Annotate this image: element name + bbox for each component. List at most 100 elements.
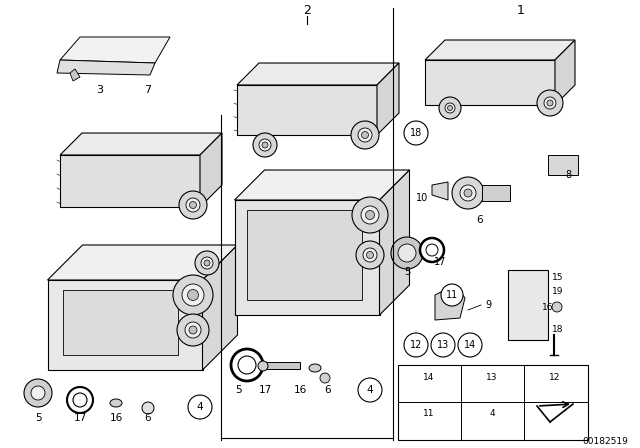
- Circle shape: [358, 378, 382, 402]
- Text: 17: 17: [434, 257, 446, 267]
- Circle shape: [552, 302, 562, 312]
- Bar: [398, 365, 588, 440]
- Text: 7: 7: [145, 85, 152, 95]
- Circle shape: [445, 103, 455, 113]
- Circle shape: [356, 241, 384, 269]
- Circle shape: [189, 326, 197, 334]
- Circle shape: [404, 333, 428, 357]
- Circle shape: [238, 356, 256, 374]
- Circle shape: [24, 379, 52, 407]
- Circle shape: [188, 289, 198, 301]
- Text: 17: 17: [259, 385, 271, 395]
- Ellipse shape: [309, 364, 321, 372]
- Text: 16: 16: [293, 385, 307, 395]
- Text: 14: 14: [423, 372, 435, 382]
- Text: 15: 15: [552, 273, 564, 283]
- Circle shape: [201, 257, 213, 269]
- Circle shape: [458, 333, 482, 357]
- Circle shape: [73, 393, 87, 407]
- Polygon shape: [234, 200, 380, 315]
- Circle shape: [404, 121, 428, 145]
- Text: 11: 11: [423, 409, 435, 418]
- Circle shape: [464, 189, 472, 197]
- Text: 13: 13: [486, 372, 498, 382]
- Polygon shape: [435, 285, 465, 320]
- Circle shape: [179, 191, 207, 219]
- Text: 18: 18: [410, 128, 422, 138]
- Polygon shape: [237, 85, 377, 135]
- Circle shape: [188, 395, 212, 419]
- Circle shape: [189, 202, 196, 208]
- Circle shape: [231, 349, 263, 381]
- Circle shape: [544, 97, 556, 109]
- Circle shape: [362, 132, 369, 138]
- Text: 10: 10: [416, 193, 428, 203]
- Polygon shape: [432, 182, 448, 200]
- Polygon shape: [60, 133, 222, 155]
- Polygon shape: [425, 60, 555, 105]
- Circle shape: [182, 284, 204, 306]
- Polygon shape: [60, 37, 170, 63]
- Text: 17: 17: [74, 413, 86, 423]
- Circle shape: [398, 244, 416, 262]
- Text: 6: 6: [324, 385, 332, 395]
- Circle shape: [367, 251, 374, 258]
- Circle shape: [431, 333, 455, 357]
- Polygon shape: [47, 245, 237, 280]
- Polygon shape: [234, 170, 410, 200]
- Polygon shape: [47, 280, 202, 370]
- Circle shape: [258, 361, 268, 371]
- Circle shape: [537, 90, 563, 116]
- Circle shape: [452, 177, 484, 209]
- Circle shape: [361, 206, 379, 224]
- Text: 12: 12: [549, 372, 561, 382]
- Circle shape: [195, 251, 219, 275]
- Polygon shape: [425, 40, 575, 60]
- Text: 4: 4: [196, 402, 204, 412]
- Circle shape: [439, 97, 461, 119]
- Circle shape: [67, 387, 93, 413]
- Circle shape: [391, 237, 423, 269]
- Polygon shape: [70, 69, 80, 81]
- Circle shape: [31, 386, 45, 400]
- Text: 6: 6: [145, 413, 151, 423]
- Text: 5: 5: [235, 385, 241, 395]
- Circle shape: [441, 284, 463, 306]
- Polygon shape: [200, 133, 222, 207]
- Text: 1: 1: [517, 4, 525, 17]
- Polygon shape: [202, 245, 237, 370]
- Polygon shape: [60, 155, 200, 207]
- Polygon shape: [237, 63, 399, 85]
- Circle shape: [460, 185, 476, 201]
- Bar: [508, 270, 548, 340]
- Polygon shape: [377, 63, 399, 135]
- Polygon shape: [555, 40, 575, 105]
- Text: 16: 16: [109, 413, 123, 423]
- Circle shape: [142, 402, 154, 414]
- Text: 18: 18: [552, 326, 564, 335]
- Text: 8: 8: [565, 170, 571, 180]
- Bar: [265, 362, 300, 369]
- Bar: [482, 185, 510, 201]
- Circle shape: [547, 100, 553, 106]
- Circle shape: [358, 128, 372, 142]
- Text: 5: 5: [404, 267, 410, 277]
- Circle shape: [177, 314, 209, 346]
- Text: 4: 4: [367, 385, 373, 395]
- Circle shape: [259, 139, 271, 151]
- Text: 11: 11: [446, 290, 458, 300]
- Circle shape: [186, 198, 200, 212]
- Circle shape: [253, 133, 277, 157]
- Bar: [246, 210, 362, 300]
- Circle shape: [420, 238, 444, 262]
- Text: 00182519: 00182519: [582, 436, 628, 445]
- Circle shape: [351, 121, 379, 149]
- Circle shape: [447, 105, 452, 111]
- Circle shape: [320, 373, 330, 383]
- Circle shape: [365, 211, 374, 220]
- Circle shape: [262, 142, 268, 148]
- Text: 19: 19: [552, 288, 564, 297]
- Text: 9: 9: [485, 300, 491, 310]
- Circle shape: [426, 244, 438, 256]
- Ellipse shape: [110, 399, 122, 407]
